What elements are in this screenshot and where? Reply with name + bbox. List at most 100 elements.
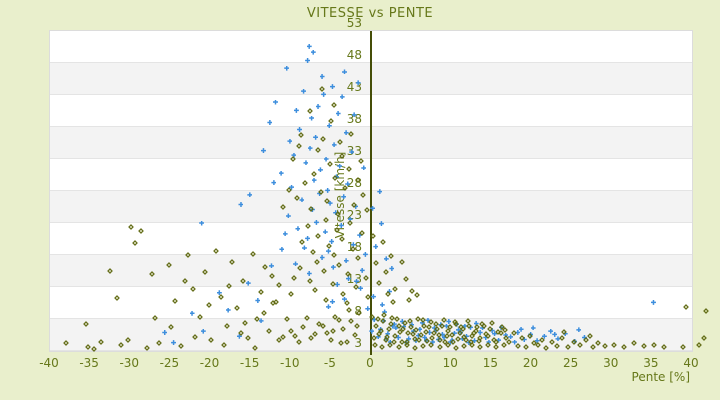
data-point-blue [541,333,547,339]
data-point-blue [297,127,303,133]
data-point-blue [466,340,472,346]
data-point-blue [313,219,319,225]
y-axis-line [370,31,372,355]
data-point-blue [285,213,291,219]
data-point-blue [238,201,244,207]
data-point-blue [345,181,351,187]
data-point-blue [370,205,376,211]
data-point-blue [361,165,367,171]
data-point-blue [225,307,231,313]
data-point-blue [403,340,409,346]
data-point-blue [530,325,536,331]
data-point-blue [333,210,339,216]
data-point-blue [451,330,457,336]
x-tick-label: 0 [366,356,374,370]
data-point-blue [273,99,278,105]
data-point-blue [409,322,415,328]
data-point-blue [385,331,391,337]
data-point-blue [439,331,445,337]
data-point-blue [512,339,518,345]
data-point-blue [371,317,377,323]
y-tick-label: 48 [346,48,362,62]
data-point-blue [303,160,309,166]
y-tick-label: 38 [346,112,362,126]
data-point-blue [317,191,323,197]
data-point-blue [383,256,389,262]
data-point-blue [369,328,375,334]
data-point-blue [431,325,437,331]
x-tick-label: -10 [279,356,300,370]
data-point-blue [401,324,407,330]
data-point-blue [572,338,578,344]
data-point-blue [189,310,195,316]
data-point-blue [295,226,301,232]
data-point-blue [293,261,299,267]
data-point-blue [446,319,452,325]
data-point-blue [378,326,384,332]
x-tick-label: 5 [406,356,414,370]
data-point-blue [473,320,479,326]
data-point-blue [247,192,253,198]
data-point-blue [483,335,489,341]
data-point-olive [695,342,702,349]
data-point-blue [455,327,461,333]
data-point-blue [287,138,293,144]
data-point-blue [319,255,325,261]
plot-area [49,30,709,355]
data-point-blue [375,334,381,340]
data-point-blue [331,142,337,148]
data-point-blue [329,84,335,90]
data-point-blue [309,207,315,213]
data-point-blue [289,184,295,190]
data-point-blue [338,223,344,229]
data-point-blue [284,65,290,71]
x-tick-label: 10 [442,356,458,370]
data-point-blue [552,331,558,337]
data-point-blue [379,302,385,308]
x-axis-title: Pente [%] [631,370,690,384]
data-point-blue [310,49,316,55]
x-tick-label: -40 [39,356,59,370]
data-point-blue [349,149,355,155]
data-point-blue [417,326,423,332]
data-point-blue [236,333,242,339]
data-point-olive [700,334,707,341]
data-point-blue [423,338,429,344]
data-point-blue [378,221,384,227]
data-point-blue [447,339,453,345]
data-point-blue [279,246,285,252]
data-point-blue [245,280,251,286]
data-point-blue [162,329,168,335]
data-point-blue [267,120,273,126]
data-point-blue [395,335,401,341]
data-point-blue [468,324,473,330]
data-point-blue [548,328,554,334]
x-tick-label: -5 [323,356,336,370]
data-point-blue [515,329,521,335]
x-tick-label: -25 [159,356,180,370]
x-tick-label: 35 [643,356,659,370]
data-point-blue [528,331,534,337]
data-point-blue [271,180,277,186]
data-point-blue [311,177,317,183]
data-point-blue [309,115,315,121]
data-point-blue [382,309,388,315]
x-tick-label: 15 [482,356,499,370]
data-point-blue [255,297,261,303]
y-tick-label: 33 [346,144,362,158]
data-point-blue [323,156,329,162]
data-point-blue [315,104,321,110]
data-point-blue [354,278,360,284]
y-tick-label: 28 [346,176,362,190]
data-point-blue [489,328,495,334]
data-point-blue [459,336,465,342]
data-point-blue [341,194,347,200]
data-point-blue [359,267,365,273]
data-point-blue [321,91,327,97]
data-point-blue [390,323,396,329]
y-tick-label: 18 [346,240,362,254]
data-point-blue [350,242,356,248]
y-tick-label: 53 [346,16,362,30]
y-tick-label: 8 [354,304,362,318]
data-point-blue [534,338,540,344]
